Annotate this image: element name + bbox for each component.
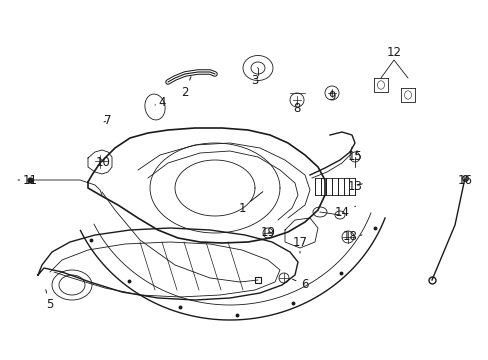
Text: 9: 9 bbox=[327, 90, 335, 104]
Text: 3: 3 bbox=[251, 68, 258, 86]
Text: 17: 17 bbox=[292, 235, 307, 253]
Text: 18: 18 bbox=[342, 230, 361, 243]
Text: 7: 7 bbox=[104, 113, 112, 126]
Text: 5: 5 bbox=[46, 290, 54, 311]
Text: 19: 19 bbox=[260, 226, 275, 239]
Text: 1: 1 bbox=[238, 192, 262, 215]
Text: 10: 10 bbox=[95, 156, 110, 168]
Text: 6: 6 bbox=[292, 279, 308, 292]
Text: 15: 15 bbox=[347, 150, 362, 163]
Text: 16: 16 bbox=[457, 174, 471, 186]
Text: 12: 12 bbox=[386, 45, 401, 58]
Text: 13: 13 bbox=[347, 180, 362, 193]
Text: 2: 2 bbox=[181, 77, 191, 99]
Text: 14: 14 bbox=[334, 206, 355, 220]
Text: 11: 11 bbox=[18, 174, 38, 186]
Text: 8: 8 bbox=[293, 102, 300, 114]
Text: 4: 4 bbox=[155, 96, 165, 109]
